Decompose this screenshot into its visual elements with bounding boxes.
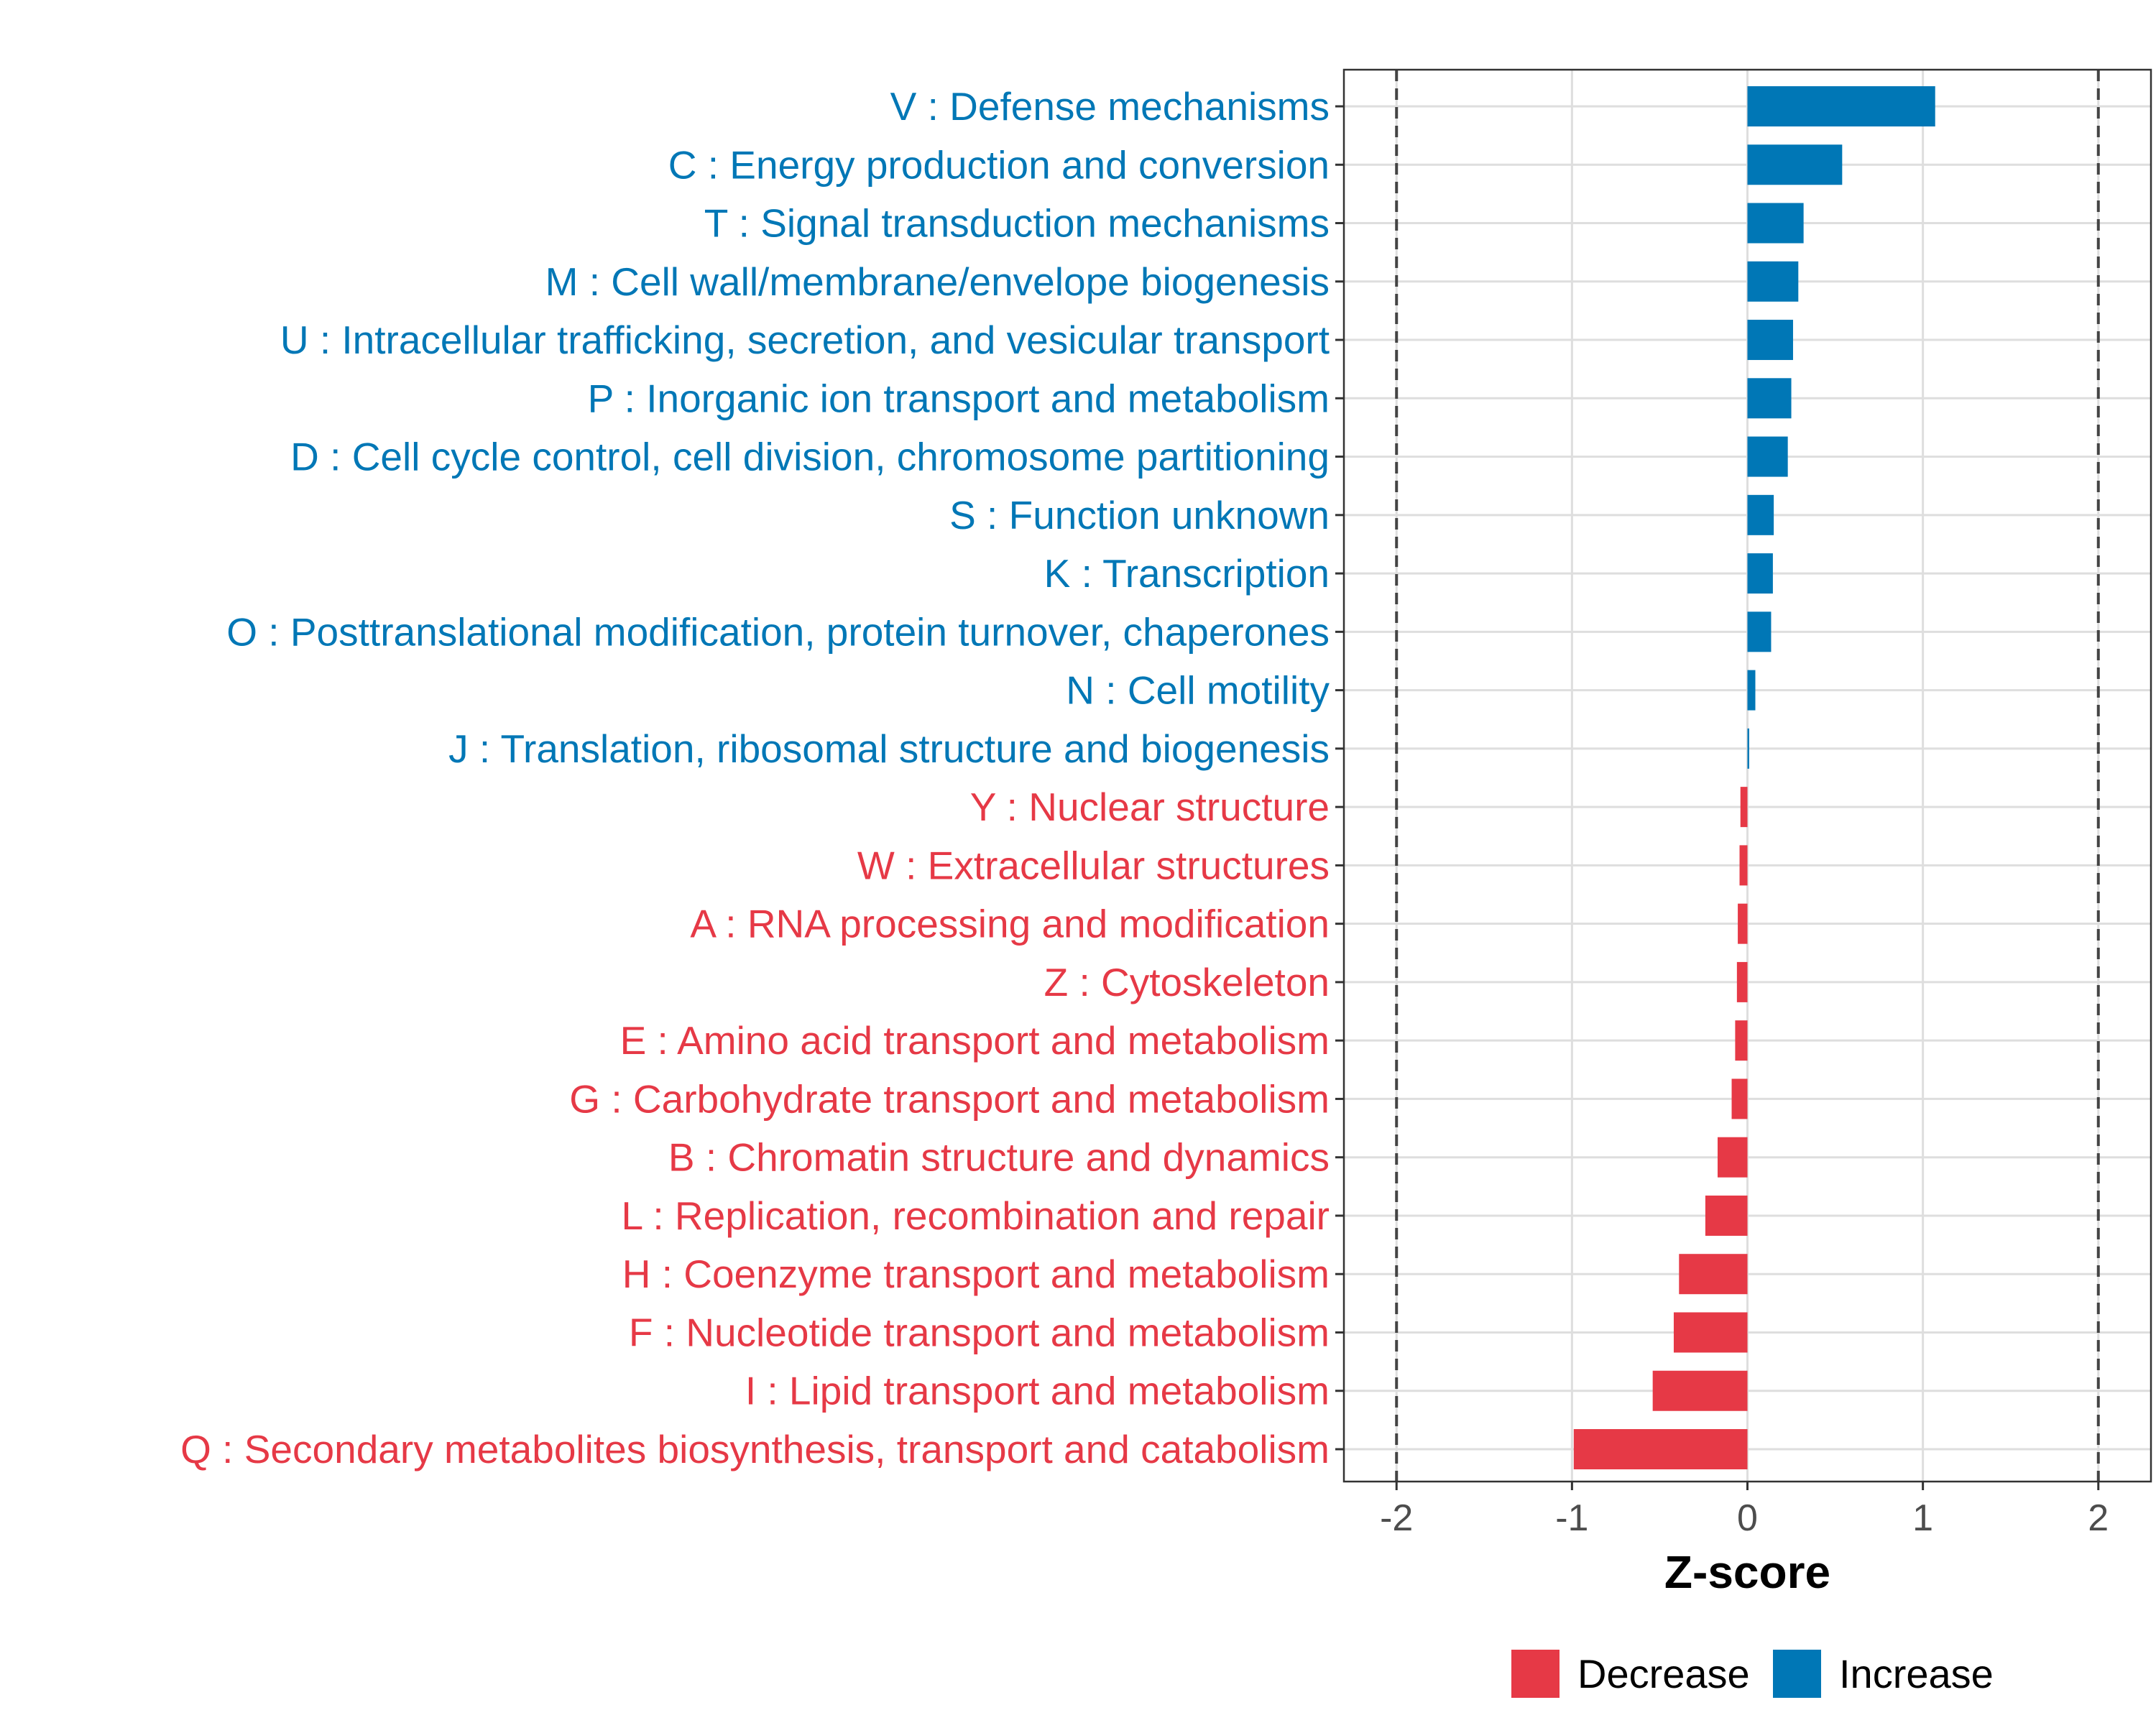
legend-swatch [1773,1650,1821,1698]
bar [1747,670,1756,711]
category-label: S : Function unknown [949,493,1330,537]
bar [1679,1254,1748,1295]
category-label: L : Replication, recombination and repai… [622,1193,1330,1238]
bar [1740,787,1748,828]
category-label: N : Cell motility [1066,668,1330,713]
category-label: T : Signal transduction mechanisms [704,201,1330,246]
category-label: W : Extracellular structures [857,843,1330,887]
category-label: A : RNA processing and modification [690,902,1330,946]
bar [1747,261,1799,302]
bar [1738,903,1748,944]
bar [1747,320,1793,361]
category-label: E : Amino acid transport and metabolism [620,1018,1330,1063]
category-label: O : Posttranslational modification, prot… [226,609,1330,654]
bar [1736,961,1748,1002]
bar [1705,1195,1748,1236]
bar [1739,845,1748,886]
x-axis-ticks: -2 -1 0 1 2 [1380,1482,2109,1539]
bar [1673,1312,1748,1353]
reference-lines [1395,70,2100,1482]
bar [1747,728,1749,769]
bar [1573,1429,1748,1469]
legend: Decrease Increase [1511,1650,1994,1698]
bars [1573,86,1935,1469]
category-label: D : Cell cycle control, cell division, c… [290,435,1330,479]
bar [1731,1078,1748,1119]
category-label: Z : Cytoskeleton [1044,960,1330,1004]
category-label: K : Transcription [1044,551,1330,596]
category-label: C : Energy production and conversion [668,142,1330,187]
legend-swatch [1511,1650,1560,1698]
bar [1747,378,1792,419]
bar [1747,436,1788,477]
x-tick-label: 2 [2088,1497,2109,1539]
x-tick-label: -2 [1380,1497,1413,1539]
category-label: Q : Secondary metabolites biosynthesis, … [180,1427,1330,1471]
x-tick-label: 1 [1912,1497,1933,1539]
category-label: P : Inorganic ion transport and metaboli… [588,376,1330,420]
category-label: V : Defense mechanisms [890,84,1330,129]
bar [1747,553,1773,594]
bar [1735,1020,1748,1061]
category-label: B : Chromatin structure and dynamics [668,1135,1330,1180]
category-label: G : Carbohydrate transport and metabolis… [569,1076,1330,1121]
bar [1747,494,1774,535]
category-labels: V : Defense mechanisms C : Energy product… [180,84,1344,1471]
category-label: H : Coenzyme transport and metabolism [622,1252,1330,1296]
category-label: U : Intracellular trafficking, secretion… [280,318,1330,362]
bar [1747,611,1772,652]
x-tick-label: -1 [1555,1497,1588,1539]
bar [1717,1137,1748,1178]
legend-label: Increase [1839,1651,1994,1696]
bar [1747,86,1935,126]
category-label: F : Nucleotide transport and metabolism [629,1310,1330,1354]
x-axis-title: Z-score [1664,1546,1830,1598]
x-tick-label: 0 [1737,1497,1758,1539]
category-label: M : Cell wall/membrane/envelope biogenes… [545,259,1330,304]
legend-label: Decrease [1577,1651,1750,1696]
category-label: J : Translation, ribosomal structure and… [448,726,1330,771]
category-label: Y : Nuclear structure [970,785,1330,829]
bar [1747,144,1843,185]
bar [1747,203,1804,244]
bar [1652,1370,1748,1411]
category-label: I : Lipid transport and metabolism [745,1369,1330,1413]
